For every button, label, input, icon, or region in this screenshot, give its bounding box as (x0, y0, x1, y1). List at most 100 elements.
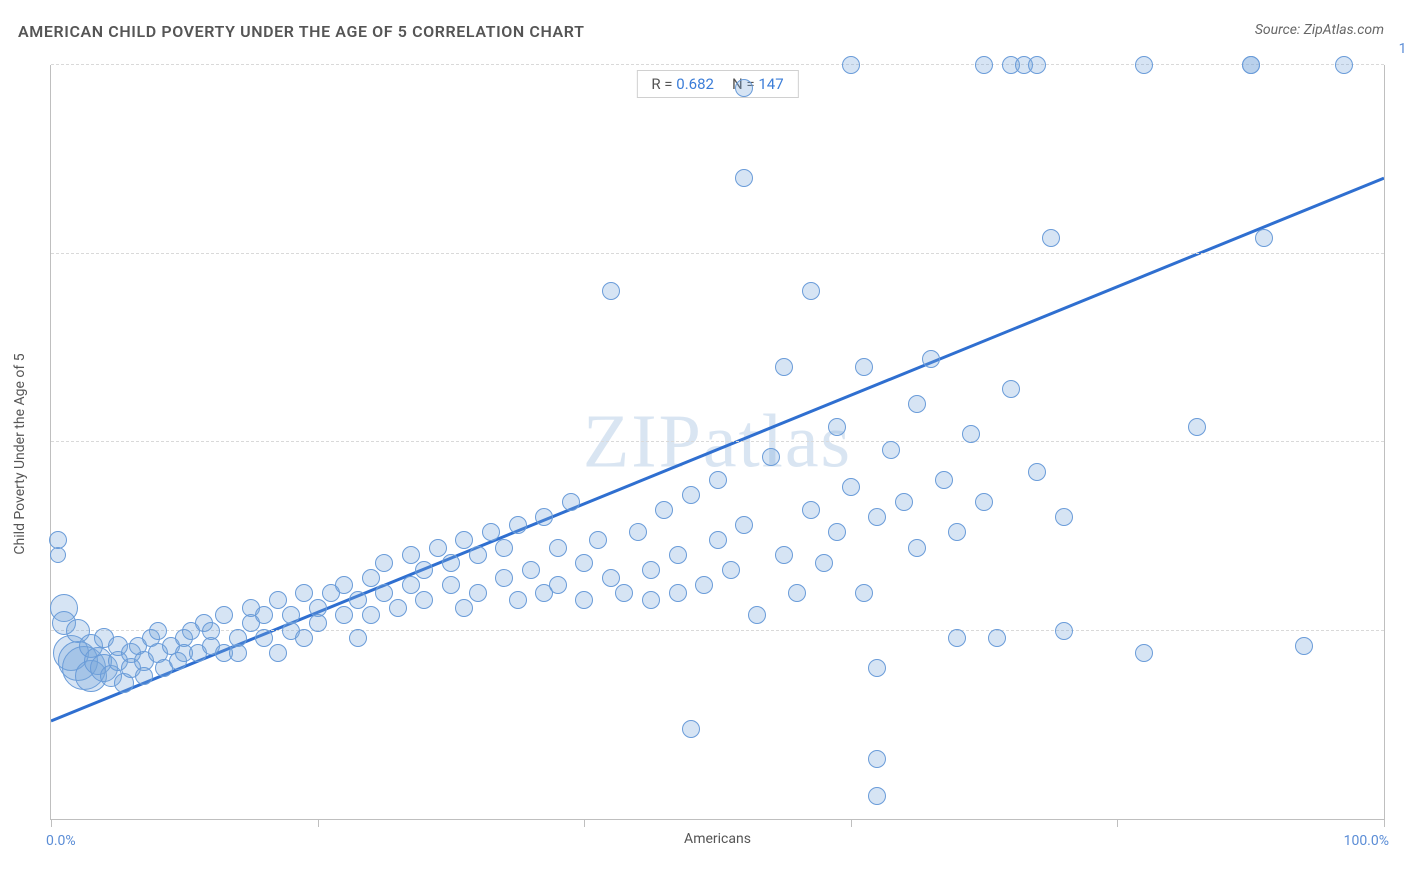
scatter-point (229, 644, 247, 662)
scatter-point (1055, 508, 1073, 526)
x-axis-title: Americans (684, 831, 751, 847)
scatter-point (1242, 56, 1260, 74)
scatter-point (202, 622, 220, 640)
scatter-point (695, 576, 713, 594)
scatter-point (402, 546, 420, 564)
scatter-point (922, 350, 940, 368)
scatter-point (269, 644, 287, 662)
scatter-point (442, 576, 460, 594)
scatter-point (948, 523, 966, 541)
scatter-point (455, 531, 473, 549)
scatter-point (735, 79, 753, 97)
grid-line-horizontal (51, 441, 1384, 442)
scatter-point (1295, 637, 1313, 655)
scatter-point (868, 750, 886, 768)
scatter-point (615, 584, 633, 602)
chart-title: AMERICAN CHILD POVERTY UNDER THE AGE OF … (18, 22, 585, 41)
scatter-point (362, 569, 380, 587)
x-axis-max-label: 100.0% (1344, 833, 1389, 849)
scatter-point (709, 531, 727, 549)
scatter-point (469, 546, 487, 564)
grid-line-horizontal (51, 253, 1384, 254)
scatter-point (1028, 463, 1046, 481)
scatter-point (389, 599, 407, 617)
scatter-point (255, 629, 273, 647)
scatter-point (1028, 56, 1046, 74)
scatter-point (415, 591, 433, 609)
scatter-point (535, 508, 553, 526)
scatter-point (215, 606, 233, 624)
scatter-point (375, 584, 393, 602)
scatter-point (962, 425, 980, 443)
scatter-point (815, 554, 833, 572)
x-tick (1117, 819, 1118, 827)
scatter-point (335, 606, 353, 624)
y-tick-label: 100.0% (1399, 41, 1406, 57)
scatter-point (602, 282, 620, 300)
stats-box: R = 0.682 N = 147 (636, 70, 798, 98)
x-tick (584, 819, 585, 827)
scatter-point (402, 576, 420, 594)
scatter-point (349, 591, 367, 609)
scatter-point (362, 606, 380, 624)
scatter-point (1135, 56, 1153, 74)
scatter-point (748, 606, 766, 624)
scatter-point (349, 629, 367, 647)
scatter-point (549, 576, 567, 594)
scatter-point (842, 478, 860, 496)
scatter-point (269, 591, 287, 609)
scatter-point (868, 508, 886, 526)
scatter-point (669, 584, 687, 602)
scatter-point (855, 584, 873, 602)
scatter-point (255, 606, 273, 624)
scatter-point (1255, 229, 1273, 247)
x-tick (51, 819, 52, 827)
scatter-point (549, 539, 567, 557)
scatter-point (1135, 644, 1153, 662)
scatter-point (802, 282, 820, 300)
scatter-point (442, 554, 460, 572)
scatter-point (415, 561, 433, 579)
scatter-point (375, 554, 393, 572)
y-axis-title: Child Poverty Under the Age of 5 (12, 353, 28, 554)
scatter-point (482, 523, 500, 541)
scatter-point (948, 629, 966, 647)
scatter-point (295, 584, 313, 602)
scatter-point (682, 720, 700, 738)
scatter-point (509, 591, 527, 609)
scatter-point (1055, 622, 1073, 640)
scatter-point (788, 584, 806, 602)
scatter-point (282, 606, 300, 624)
scatter-point (575, 554, 593, 572)
scatter-point (455, 599, 473, 617)
scatter-point (309, 614, 327, 632)
scatter-point (935, 471, 953, 489)
scatter-point (828, 418, 846, 436)
scatter-point (522, 561, 540, 579)
stat-r: R = 0.682 (651, 75, 714, 93)
scatter-point (562, 493, 580, 511)
plot-area: ZIPatlas R = 0.682 N = 147 0.0% 100.0% A… (50, 65, 1385, 820)
scatter-point (775, 546, 793, 564)
scatter-point (602, 569, 620, 587)
scatter-point (669, 546, 687, 564)
scatter-point (335, 576, 353, 594)
scatter-point (1002, 380, 1020, 398)
scatter-point (429, 539, 447, 557)
scatter-point (855, 358, 873, 376)
grid-line-horizontal (51, 64, 1384, 65)
scatter-point (682, 486, 700, 504)
scatter-point (882, 441, 900, 459)
scatter-point (908, 395, 926, 413)
scatter-point (50, 547, 66, 563)
scatter-point (575, 591, 593, 609)
scatter-point (722, 561, 740, 579)
scatter-point (735, 516, 753, 534)
scatter-point (975, 493, 993, 511)
scatter-point (495, 569, 513, 587)
scatter-point (802, 501, 820, 519)
scatter-point (1335, 56, 1353, 74)
scatter-point (1042, 229, 1060, 247)
chart-container: AMERICAN CHILD POVERTY UNDER THE AGE OF … (0, 0, 1406, 892)
scatter-point (642, 591, 660, 609)
